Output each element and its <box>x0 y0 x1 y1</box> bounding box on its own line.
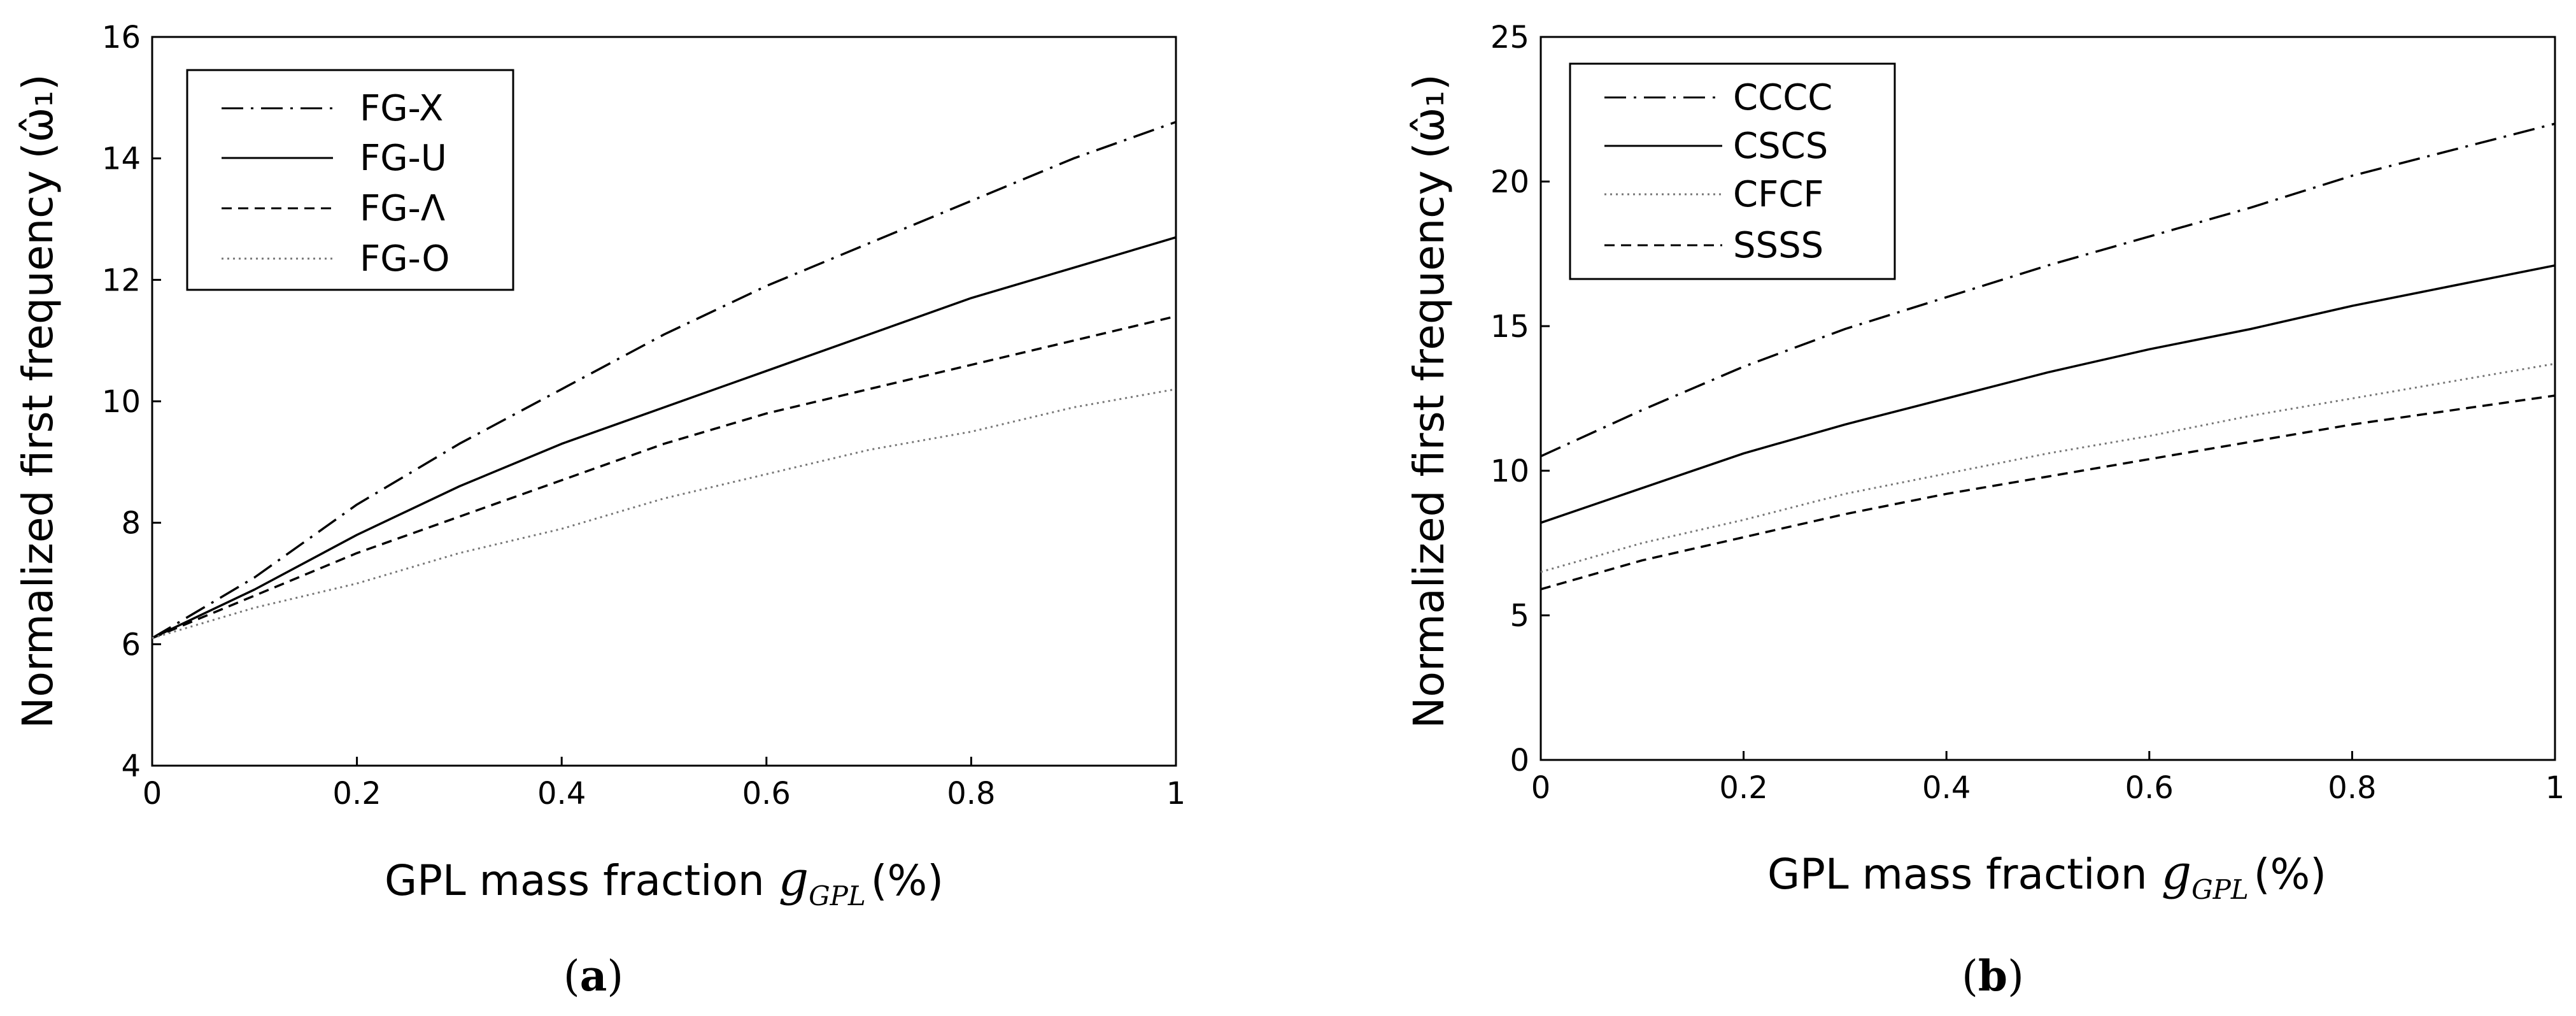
panel-b-legend-label-cccc: CCCC <box>1733 77 1832 118</box>
panel-b-y-axis-label-symbol: (ω̂₁) <box>1405 74 1454 159</box>
panel-b-y-tick-label: 15 <box>1490 309 1529 345</box>
panel-a-y-tick-label: 6 <box>121 627 141 662</box>
panel-a-x-axis-label: GPL mass fraction gGPL (%) <box>385 852 944 912</box>
panel-a-y-tick-label: 8 <box>121 506 141 541</box>
panel-a-x-tick-label: 0.4 <box>537 776 586 812</box>
panel-a-x-axis-label-symbol: g <box>779 852 809 906</box>
panel-a-x-tick-label: 0.6 <box>742 776 791 812</box>
panel-b-series-line-cscs <box>1540 264 2556 524</box>
panel-b-y-axis-label-text: Normalized first frequency <box>1405 170 1454 728</box>
panel-a-legend-label-fg-u: FG-U <box>360 138 447 179</box>
panel-b-x-tick-label: 0.2 <box>1719 770 1767 806</box>
panel-a-series-line-fg-x <box>152 120 1177 640</box>
panel-b-caption: (b) <box>1962 951 2024 1001</box>
panel-b-y-axis-label: Normalized first frequency (ω̂₁) <box>1405 74 1454 728</box>
panel-b-legend-label-cfcf: CFCF <box>1733 174 1824 215</box>
panel-a-legend-label-fg-o: FG-O <box>360 238 449 280</box>
panel-a-series-lines <box>152 120 1177 640</box>
panel-b-legend: CCCC CSCS CFCF SSSS <box>1569 62 1896 280</box>
panel-a-y-axis-label: Normalized first frequency (ω̂₁) <box>13 74 62 728</box>
panel-a-x-tick-label: 0.8 <box>947 776 995 812</box>
panel-b-plot-frame <box>1539 36 2556 761</box>
panel-b-x-axis-label-symbol: g <box>2162 845 2191 900</box>
panel-a-legend-box <box>186 69 514 291</box>
panel-b-y-tick-label: 25 <box>1490 20 1529 55</box>
panel-a-caption: (a) <box>563 951 623 1001</box>
panel-b-series-line-ssss <box>1540 394 2556 590</box>
panel-a-x-tick-label: 1 <box>1166 776 1186 812</box>
panel-b-legend-box <box>1569 62 1896 280</box>
panel-a-x-axis-label-subscript: GPL <box>809 880 866 912</box>
panel-b-y-tick-label: 20 <box>1490 164 1529 200</box>
panel-b-series-line-cccc <box>1540 122 2556 457</box>
panel-a-series-line-fg- <box>152 315 1177 640</box>
panel-b-y-tick-label: 0 <box>1510 743 1529 778</box>
panel-a-x-axis-label-text: GPL mass fraction <box>385 856 765 905</box>
panel-b-caption-letter: b <box>1978 951 2007 1001</box>
panel-a-legend-label-fg-lambda: FG-Λ <box>360 188 445 229</box>
panel-b-x-tick-label: 0.8 <box>2328 770 2376 806</box>
panel-b-x-tick-label: 0.4 <box>1922 770 1971 806</box>
panel-a-x-tick-label: 0.2 <box>332 776 381 812</box>
panel-b-x-tick-label: 1 <box>2545 770 2565 806</box>
panel-a-y-tick-label: 10 <box>102 384 141 420</box>
panel-b-x-axis-label-text: GPL mass fraction <box>1767 850 2148 899</box>
panel-a-y-tick-label: 16 <box>102 20 141 55</box>
panel-b-y-ticks: 0 5 10 15 20 25 <box>1490 20 1550 778</box>
panel-b-y-tick-label: 5 <box>1510 598 1529 634</box>
panel-b-x-axis-label: GPL mass fraction gGPL (%) <box>1767 845 2326 905</box>
panel-a-y-tick-label: 4 <box>121 748 141 784</box>
panel-a-x-ticks: 0 0.2 0.4 0.6 0.8 1 <box>143 757 1186 812</box>
panel-b-x-axis-label-unit: (%) <box>2254 850 2326 899</box>
panel-b-legend-label-cscs: CSCS <box>1733 125 1828 167</box>
panel-a-legend: FG-X FG-U FG-Λ FG-O <box>186 69 514 291</box>
panel-a-y-ticks: 4 6 8 10 12 14 16 <box>102 20 161 784</box>
panel-a-y-axis-label-symbol: (ω̂₁) <box>13 74 62 159</box>
panel-a-chart: 4 6 8 10 12 14 16 0 0.2 0.4 0.6 0.8 1 FG-X FG-U FG-… <box>13 20 1185 1001</box>
panel-b-series-lines <box>1540 122 2556 590</box>
panel-a-caption-letter: a <box>580 951 607 1001</box>
panel-a-x-tick-label: 0 <box>143 776 162 812</box>
panel-b-x-tick-label: 0.6 <box>2125 770 2174 806</box>
panel-a-y-tick-label: 14 <box>102 141 141 177</box>
panel-a-x-axis-label-unit: (%) <box>871 856 944 905</box>
panel-b-y-tick-label: 10 <box>1490 454 1529 489</box>
panel-a-series-line-fg-u <box>152 236 1177 640</box>
panel-a-y-axis-label-text: Normalized first frequency <box>13 170 62 728</box>
panel-b-x-ticks: 0 0.2 0.4 0.6 0.8 1 <box>1531 751 2565 806</box>
panel-b-x-tick-label: 0 <box>1531 770 1551 806</box>
panel-b-chart: 0 5 10 15 20 25 0 0.2 0.4 0.6 0.8 1 CCCC CSCS CFCF… <box>1405 20 2565 1001</box>
panel-b-legend-label-ssss: SSSS <box>1733 225 1823 266</box>
panel-b-x-axis-label-subscript: GPL <box>2191 874 2249 905</box>
panel-a-legend-label-fg-x: FG-X <box>360 88 443 129</box>
panel-a-y-tick-label: 12 <box>102 262 141 298</box>
